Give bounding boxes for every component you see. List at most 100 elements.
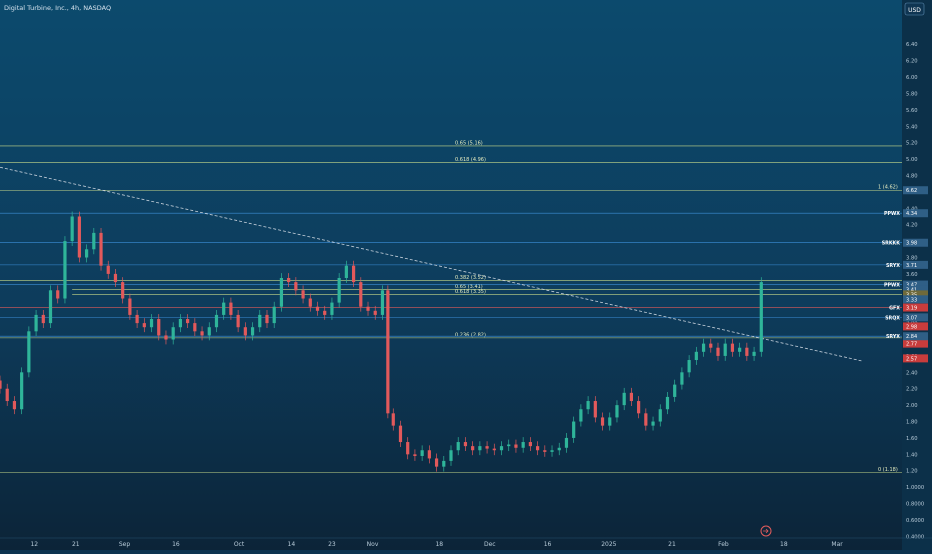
candle-body [615, 405, 619, 418]
candle-body [593, 401, 597, 418]
price-badge [903, 313, 928, 322]
candle-body [171, 327, 175, 340]
y-tick-label: 6.00 [906, 75, 918, 81]
x-tick-label: 16 [544, 541, 552, 548]
candle-body [142, 323, 146, 328]
candle-body [499, 446, 504, 451]
price-badge [903, 303, 928, 312]
candle-body [337, 278, 341, 303]
chart-title: Digital Turbine, Inc., 4h, NASDAQ [4, 4, 111, 12]
ticker-level-label: SRQX [885, 315, 900, 321]
price-badge [903, 238, 928, 247]
x-tick-label: Dec [484, 541, 496, 548]
candle-body [351, 265, 356, 283]
candle-body [651, 421, 655, 426]
candle-body [12, 401, 17, 410]
candle-body [265, 314, 269, 324]
y-tick-label: 0.4000 [906, 534, 924, 540]
x-tick-label: 18 [780, 541, 788, 548]
price-badge [903, 280, 928, 289]
y-tick-label: 5.40 [906, 124, 918, 130]
candle-body [229, 302, 233, 315]
candle-body [330, 302, 334, 315]
candle-body [84, 249, 89, 258]
candle-body [149, 319, 154, 328]
candle-body [456, 442, 460, 451]
candle-body [622, 392, 626, 406]
ticker-level-label: GFX [889, 306, 900, 312]
replay-icon[interactable] [760, 525, 772, 537]
candle-body [359, 282, 363, 307]
price-axis: 6.406.206.005.805.605.405.205.004.804.60… [902, 0, 932, 550]
currency-badge-box[interactable] [904, 2, 925, 16]
fib-level-label: 0.618 (4.96) [455, 157, 486, 163]
candle-body [77, 216, 81, 258]
fib-level-label: 0.65 (5.16) [455, 140, 483, 146]
candle-body [406, 442, 410, 455]
candle-body [514, 444, 518, 448]
candle-body [579, 409, 583, 422]
candle-body [485, 446, 489, 449]
x-tick-label: 2025 [601, 541, 616, 548]
ticker-level-label: SRYX [886, 263, 900, 269]
price-badge-label: 6.62 [906, 188, 917, 194]
x-tick-label: Sep [119, 541, 131, 548]
candle-body [535, 446, 540, 451]
candle-body [56, 290, 60, 299]
candle-body [687, 360, 691, 373]
candle-body [557, 447, 561, 451]
currency-badge: USD [908, 7, 921, 14]
candle-body [287, 278, 291, 283]
candle-body [99, 232, 103, 266]
candle-body [386, 290, 390, 414]
candle-body [34, 314, 38, 332]
candle-body [709, 343, 713, 348]
x-tick-label: 16 [172, 541, 180, 548]
x-tick-label: 12 [30, 541, 38, 548]
candle-body [323, 310, 327, 315]
candle-body [157, 319, 161, 336]
price-badge [903, 354, 928, 363]
candle-body [629, 392, 633, 402]
y-tick-label: 3.60 [906, 272, 918, 278]
x-tick-label: 23 [328, 541, 336, 548]
price-badge [903, 209, 928, 218]
ticker-level-label: PPWX [884, 211, 900, 217]
x-tick-label: 14 [288, 541, 296, 548]
candle-body [745, 347, 749, 356]
candle-body [528, 442, 532, 447]
x-tick-label: Mar [831, 541, 843, 548]
candle-body [449, 450, 453, 461]
y-tick-label: 1.0000 [906, 485, 924, 491]
horizontal-levels: 0.65 (5.16) 0.618 (4.96) 1 (4.62) 0.382 (3.… [0, 140, 902, 473]
candle-body [572, 421, 576, 438]
y-tick-label: 1.20 [906, 469, 918, 475]
price-badge [903, 260, 928, 269]
trendline[interactable] [0, 166, 862, 362]
candle-body [106, 265, 110, 274]
candle-body [665, 396, 670, 410]
candle-body [492, 448, 496, 451]
candle-body [730, 343, 735, 352]
candle-body [272, 306, 276, 324]
price-badge-label: 3.07 [906, 315, 917, 321]
candle-body [27, 331, 31, 373]
y-tick-label: 1.80 [906, 420, 918, 426]
y-tick-label: 0.6000 [906, 518, 924, 524]
candle-body [121, 282, 125, 299]
candle-body [128, 298, 132, 315]
candle-body [420, 450, 424, 456]
price-axis-panel[interactable] [902, 0, 932, 550]
candle-body [5, 388, 9, 402]
candle-body [222, 302, 226, 315]
y-tick-label: 1.60 [906, 436, 918, 442]
candle-body [723, 343, 727, 356]
candle-body [644, 413, 648, 426]
y-tick-label: 1.40 [906, 452, 918, 458]
price-badge [903, 186, 928, 195]
candle-body [186, 319, 190, 324]
price-badge-label: 3.19 [906, 306, 917, 312]
candle-body [164, 335, 168, 340]
